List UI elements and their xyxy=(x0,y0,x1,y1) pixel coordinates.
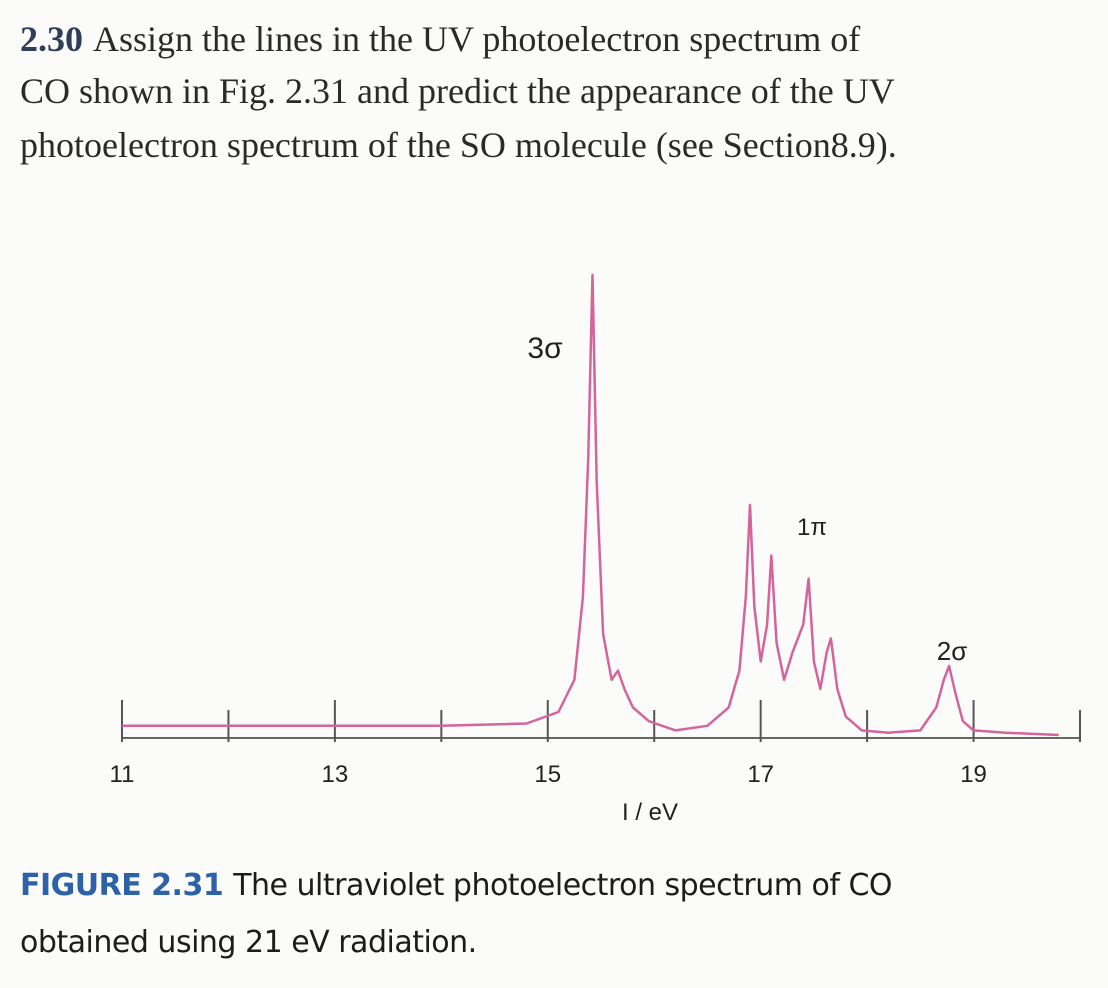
x-axis-label: I / eV xyxy=(622,799,678,826)
problem-text: CO shown in Fig. 2.31 and predict the ap… xyxy=(20,71,895,111)
x-tick-label: 15 xyxy=(534,761,561,788)
caption-label: FIGURE 2.31 xyxy=(20,868,224,903)
peak-label: 3σ xyxy=(527,332,563,365)
peak-label: 2σ xyxy=(937,636,968,666)
problem-line: 2.30 Assign the lines in the UV photoelec… xyxy=(20,18,860,60)
caption-text: obtained using 21 eV radiation. xyxy=(20,925,477,960)
problem-number: 2.30 xyxy=(20,19,83,59)
problem-text: Assign the lines in the UV photoelectron… xyxy=(93,19,861,59)
x-tick-label: 11 xyxy=(110,761,135,788)
peak-label: 1π xyxy=(797,514,827,541)
caption-text: The ultraviolet photoelectron spectrum o… xyxy=(233,868,893,903)
spectrum-line xyxy=(122,273,1059,737)
x-tick-label: 13 xyxy=(322,761,349,788)
x-tick-label: 19 xyxy=(960,761,987,788)
x-tick-label: 17 xyxy=(747,761,774,788)
caption-line: FIGURE 2.31 The ultraviolet photoelectron… xyxy=(20,868,893,903)
problem-text: photoelectron spectrum of the SO molecul… xyxy=(20,125,897,165)
